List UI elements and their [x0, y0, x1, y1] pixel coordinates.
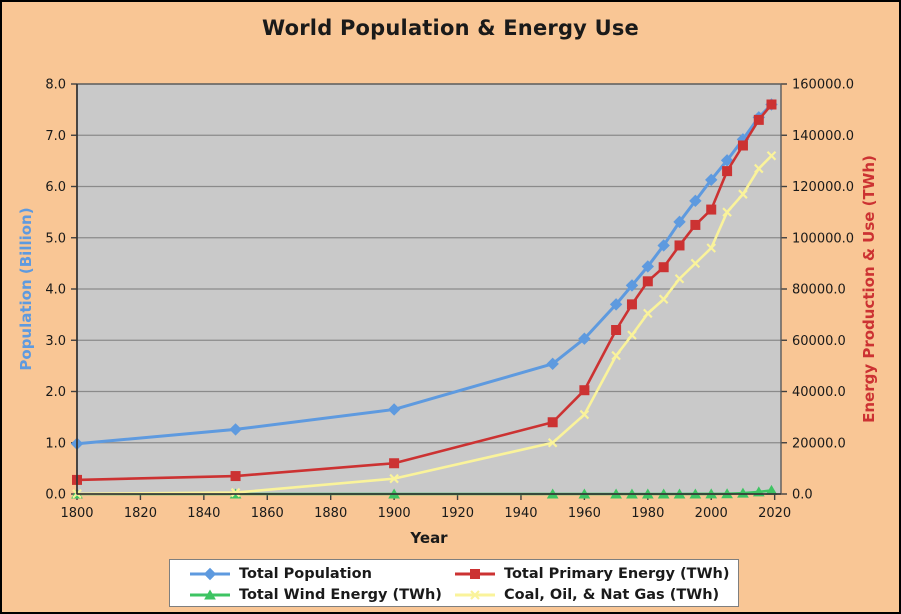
- tick-label: 1920: [441, 506, 474, 521]
- data-point-total-primary-energy-twh: [658, 262, 669, 273]
- data-point-total-population: [673, 215, 686, 229]
- legend-marker: [203, 567, 217, 580]
- data-point-total-primary-energy-twh: [642, 276, 653, 287]
- data-point-total-population: [689, 194, 702, 208]
- tick-label: 80000.0: [792, 283, 846, 298]
- tick-label: 40000.0: [792, 385, 846, 400]
- tick-label: 1.0: [45, 436, 66, 451]
- tick-label: 8.0: [45, 78, 66, 93]
- data-point-coal-oil-nat-gas-twh: [658, 294, 669, 305]
- legend-item-total-wind-energy: Total Wind Energy (TWh): [188, 587, 453, 603]
- total-wind-energy-line-icon: [190, 589, 230, 599]
- data-point-total-population: [657, 239, 670, 252]
- total-population-line-icon: [190, 567, 230, 580]
- data-point-coal-oil-nat-gas-twh: [754, 163, 764, 174]
- series-line-total-primary-energy-twh: [76, 103, 773, 482]
- data-point-coal-oil-nat-gas-twh: [611, 350, 621, 361]
- data-point-total-primary-energy-twh: [626, 299, 637, 310]
- data-point-total-primary-energy-twh: [547, 417, 558, 428]
- tick-label: 120000.0: [792, 180, 854, 195]
- data-point-total-primary-energy-twh: [722, 166, 733, 177]
- data-point-total-population: [609, 298, 623, 311]
- data-point-coal-oil-nat-gas-twh: [738, 189, 748, 199]
- data-point-total-primary-energy-twh: [706, 204, 717, 215]
- data-point-total-population: [641, 260, 655, 273]
- legend-item-total-population: Total Population: [188, 566, 453, 582]
- data-point-total-population: [578, 332, 591, 345]
- data-point-total-population: [705, 173, 718, 187]
- coal-oil-nat-gas-line-icon: [455, 589, 495, 600]
- tick-label: 1820: [124, 506, 157, 521]
- tick-label: 160000.0: [792, 78, 854, 93]
- data-point-total-primary-energy-twh: [579, 385, 590, 396]
- tick-label: 2000: [695, 506, 728, 521]
- legend-marker: [204, 589, 216, 599]
- data-point-total-primary-energy-twh: [230, 471, 241, 482]
- tick-label: 100000.0: [792, 231, 854, 246]
- legend-marker: [470, 589, 480, 600]
- data-point-total-primary-energy-twh: [674, 240, 685, 251]
- legend-label: Coal, Oil, & Nat Gas (TWh): [504, 586, 720, 603]
- tick-label: 0.0: [792, 488, 813, 503]
- tick-label: 2020: [758, 506, 791, 521]
- data-point-coal-oil-nat-gas-twh: [643, 308, 653, 319]
- tick-label: 1840: [187, 506, 220, 521]
- legend-item-total-primary-energy: Total Primary Energy (TWh): [453, 566, 730, 582]
- tick-label: 1960: [568, 506, 601, 521]
- data-point-total-population: [229, 423, 242, 436]
- legend: Total Population Total Primary Energy (T…: [169, 559, 739, 607]
- series-line-total-population: [76, 103, 773, 446]
- data-point-total-wind-energy-twh: [737, 487, 749, 498]
- data-point-total-population: [387, 403, 401, 416]
- data-point-coal-oil-nat-gas-twh: [674, 273, 685, 284]
- data-point-total-population: [625, 279, 639, 292]
- data-point-coal-oil-nat-gas-twh: [722, 207, 732, 217]
- data-point-total-primary-energy-twh: [766, 99, 777, 110]
- legend-label: Total Population: [239, 565, 372, 582]
- tick-label: 1900: [378, 506, 411, 521]
- tick-label: 3.0: [45, 334, 66, 349]
- tick-label: 5.0: [45, 231, 66, 246]
- tick-label: 1880: [314, 506, 347, 521]
- data-point-coal-oil-nat-gas-twh: [547, 437, 558, 448]
- total-primary-energy-line-icon: [455, 568, 495, 579]
- tick-label: 140000.0: [792, 129, 854, 144]
- data-point-coal-oil-nat-gas-twh: [627, 330, 637, 340]
- tick-label: 1980: [631, 506, 664, 521]
- data-point-total-population: [546, 357, 559, 371]
- data-point-total-primary-energy-twh: [690, 219, 701, 230]
- data-point-coal-oil-nat-gas-twh: [690, 258, 701, 269]
- tick-label: 1940: [504, 506, 537, 521]
- tick-label: 6.0: [45, 180, 66, 195]
- tick-label: 2.0: [45, 385, 66, 400]
- legend-marker: [470, 568, 480, 579]
- data-point-total-population: [720, 154, 734, 167]
- right-axis-title: Energy Production & Use (TWh): [860, 155, 878, 423]
- data-point-total-primary-energy-twh: [737, 140, 748, 151]
- data-point-total-primary-energy-twh: [753, 114, 764, 125]
- tick-label: 20000.0: [792, 436, 846, 451]
- data-point-total-primary-energy-twh: [389, 458, 400, 469]
- x-axis-title: Year: [410, 529, 448, 547]
- tick-label: 1860: [251, 506, 284, 521]
- legend-item-coal-oil-nat-gas: Coal, Oil, & Nat Gas (TWh): [453, 587, 730, 603]
- data-point-total-primary-energy-twh: [611, 325, 622, 335]
- data-point-coal-oil-nat-gas-twh: [579, 409, 590, 420]
- tick-label: 0.0: [45, 488, 66, 503]
- data-point-coal-oil-nat-gas-twh: [389, 473, 399, 484]
- data-point-coal-oil-nat-gas-twh: [766, 150, 777, 161]
- tick-label: 4.0: [45, 283, 66, 298]
- series-line-coal-oil-nat-gas-twh: [76, 154, 773, 496]
- tick-label: 60000.0: [792, 334, 846, 349]
- tick-label: 1800: [60, 506, 93, 521]
- data-point-coal-oil-nat-gas-twh: [230, 487, 241, 498]
- legend-label: Total Wind Energy (TWh): [239, 586, 442, 603]
- data-point-coal-oil-nat-gas-twh: [706, 243, 717, 253]
- legend-label: Total Primary Energy (TWh): [504, 565, 730, 582]
- left-axis-title: Population (Billion): [17, 207, 35, 371]
- chart-title: World Population & Energy Use: [262, 16, 639, 40]
- tick-label: 7.0: [45, 129, 66, 144]
